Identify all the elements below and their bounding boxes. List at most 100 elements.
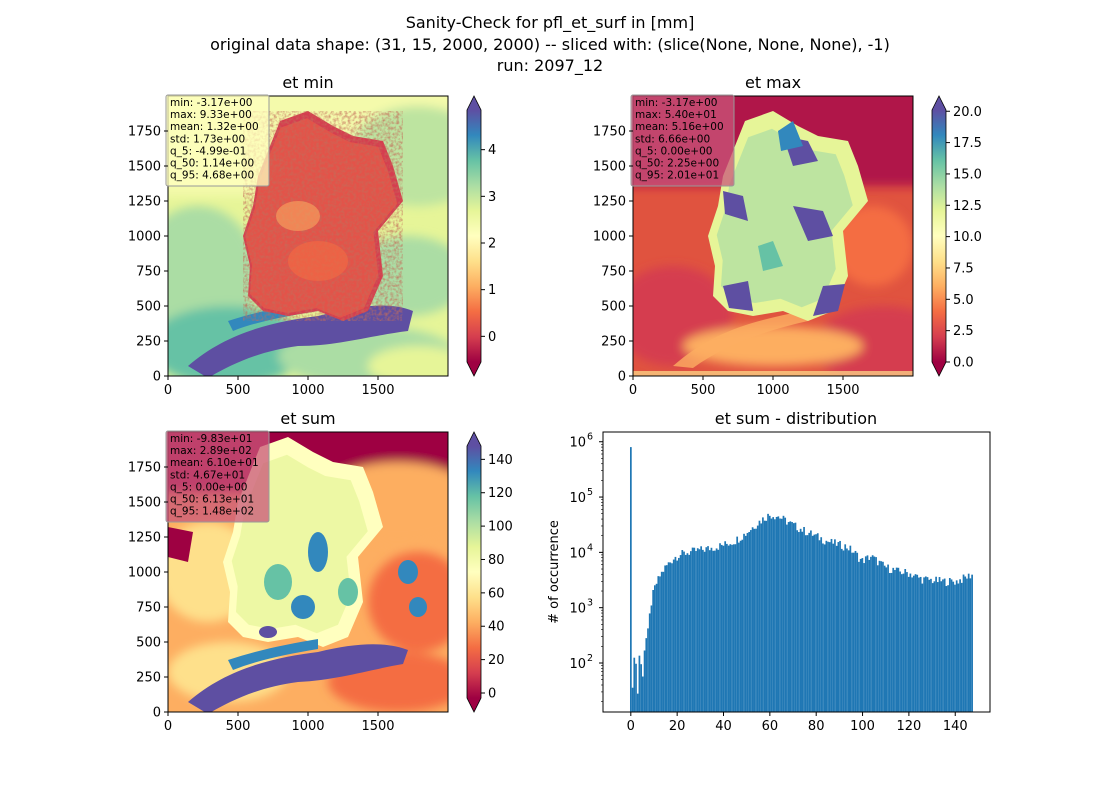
- histogram-bar: [798, 532, 800, 712]
- histogram-bar: [849, 545, 852, 712]
- histogram-bar: [657, 576, 660, 712]
- histogram-bar: [846, 548, 848, 712]
- histogram-bar: [700, 546, 703, 712]
- histogram-bar: [714, 550, 716, 712]
- histogram-bar: [751, 527, 754, 712]
- histogram-bar: [688, 554, 691, 712]
- histogram-bar: [690, 551, 692, 712]
- stats-line: min: -3.17e+00: [635, 97, 717, 109]
- histogram-bar: [708, 550, 711, 712]
- histogram-bar: [666, 565, 668, 712]
- colorbar-tick-label: 15.0: [953, 167, 982, 182]
- colorbar-tick-label: 20: [488, 653, 505, 668]
- x-tick-label: 0: [164, 719, 172, 734]
- histogram-bar: [837, 542, 840, 712]
- y-tick-label: 1000: [128, 230, 161, 245]
- histogram-bar: [647, 628, 649, 712]
- histogram-bar: [724, 541, 727, 712]
- y-tick-label: 1250: [593, 195, 626, 210]
- histogram-bar: [964, 576, 967, 712]
- x-tick-label: 120: [896, 719, 921, 734]
- histogram-bar: [840, 548, 843, 712]
- y-tick-label: 500: [136, 636, 161, 651]
- histogram-bar: [971, 574, 973, 712]
- y-tick-exponent: 4: [587, 542, 593, 553]
- histogram-bar: [693, 547, 696, 712]
- histogram-bar: [642, 676, 644, 712]
- histogram-bar: [866, 555, 869, 712]
- x-tick-label: 140: [943, 719, 968, 734]
- histogram-bar: [822, 543, 824, 712]
- histogram-bar: [684, 554, 687, 712]
- histogram-bar: [966, 578, 968, 712]
- histogram-bar: [859, 558, 862, 712]
- histogram-bar: [911, 577, 913, 712]
- histogram-bar: [736, 536, 739, 712]
- histogram-bar: [820, 537, 823, 712]
- x-tick-label: 0: [164, 383, 172, 398]
- histogram-bar: [960, 582, 963, 712]
- histogram-bar: [696, 548, 699, 712]
- y-tick-label: 1500: [128, 160, 161, 175]
- histogram-bar: [924, 576, 927, 712]
- histogram-bar: [852, 552, 855, 712]
- histogram-bar: [784, 517, 787, 712]
- histogram-bar: [698, 549, 701, 712]
- histogram-bar: [719, 543, 721, 712]
- colorbar-outline: [466, 95, 482, 377]
- histogram-bar: [804, 535, 807, 712]
- x-tick-label: 500: [691, 383, 716, 398]
- colorbar-tick-label: 1: [488, 283, 496, 298]
- histogram-bar: [779, 518, 781, 712]
- histogram-bar: [907, 576, 910, 712]
- histogram-bar: [806, 535, 809, 712]
- x-tick-label: 0: [629, 383, 637, 398]
- histogram-bar: [695, 551, 697, 712]
- histogram-bar: [786, 524, 788, 712]
- stats-line: q_95: 4.68e+00: [170, 170, 254, 182]
- colorbar: [932, 110, 946, 362]
- y-tick-label: 1750: [128, 461, 161, 476]
- colorbar-tick-label: 12.5: [953, 199, 982, 214]
- colorbar-extend-min: [467, 362, 481, 376]
- y-tick-base: 10: [569, 491, 586, 506]
- colorbar-extend-max: [467, 432, 481, 446]
- x-tick-label: 100: [850, 719, 875, 734]
- histogram-bar: [912, 575, 915, 712]
- histogram-bar: [864, 556, 867, 712]
- histogram-bar: [870, 556, 872, 712]
- colorbar-tick-label: 17.5: [953, 136, 982, 151]
- y-tick-base: 10: [569, 657, 586, 672]
- histogram-bar: [832, 543, 835, 712]
- colorbar-tick-label: 20.0: [953, 105, 982, 120]
- histogram-bar: [938, 577, 941, 712]
- stats-line: mean: 6.10e+01: [170, 457, 259, 469]
- colorbar: [467, 110, 481, 362]
- histogram-bar: [943, 578, 946, 712]
- histogram-bar: [729, 544, 732, 712]
- stats-line: std: 6.66e+00: [635, 133, 710, 145]
- histogram-bar: [931, 583, 934, 712]
- colorbar-tick-label: 120: [488, 486, 513, 501]
- histogram-bar: [702, 549, 704, 712]
- histogram-bar: [839, 540, 841, 712]
- x-tick-label: 500: [226, 383, 251, 398]
- panel-title-et-sum: et sum: [280, 409, 335, 428]
- histogram-bar: [835, 545, 838, 712]
- histogram-bar: [918, 577, 920, 712]
- x-tick-label: 40: [715, 719, 732, 734]
- histogram-bar: [794, 522, 797, 712]
- histogram-bar: [629, 447, 632, 712]
- y-tick-exponent: 3: [587, 598, 593, 609]
- histogram-bar: [659, 576, 661, 712]
- histogram-bar: [796, 530, 799, 712]
- histogram-bar: [801, 531, 804, 712]
- histogram-bar: [717, 549, 720, 712]
- y-tick-label: 10: [569, 657, 586, 672]
- panel-et-sum-distribution: et sum - distribution 0 20 40 60 80 100 120 140…: [547, 409, 991, 734]
- histogram-bar: [631, 687, 634, 712]
- histogram-bar: [900, 574, 903, 712]
